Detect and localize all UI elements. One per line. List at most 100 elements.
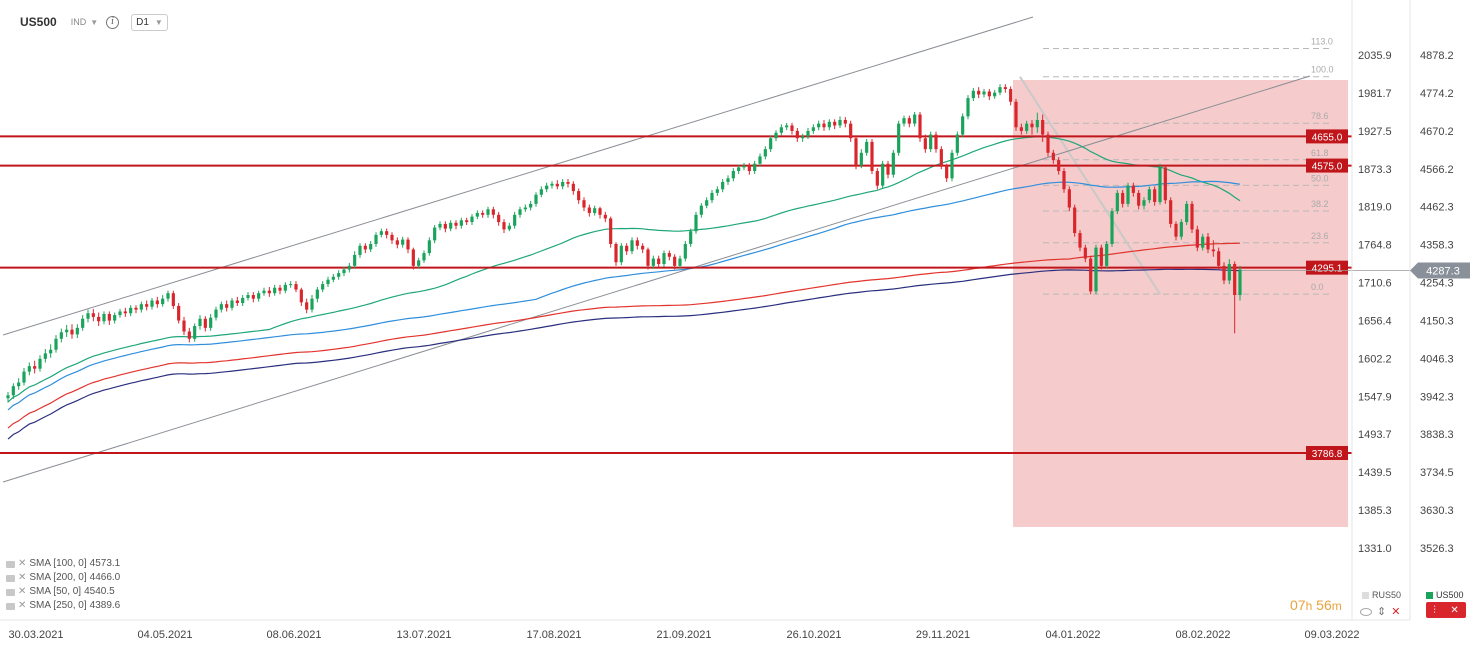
list-icon[interactable]: [6, 602, 15, 610]
candle-body: [897, 123, 901, 153]
candle: [22, 367, 26, 386]
candle: [1126, 182, 1130, 207]
candle: [614, 242, 618, 266]
candle-body: [1041, 119, 1045, 135]
candle: [598, 206, 602, 219]
candle: [998, 84, 1002, 96]
candle-body: [246, 295, 250, 298]
candle-body: [977, 90, 981, 95]
candle-body: [6, 395, 10, 399]
candle-body: [705, 200, 709, 206]
candle: [971, 87, 975, 102]
candle-body: [747, 165, 751, 172]
list-icon[interactable]: [6, 560, 15, 568]
chart-toolbar: US500 IND ▼ i D1 ▼: [0, 10, 168, 34]
price-tick-label: 4046.3: [1420, 353, 1454, 365]
candle: [1067, 186, 1071, 212]
legend-item[interactable]: ✕ SMA [200, 0] 4466.0: [6, 571, 120, 585]
candle-body: [929, 134, 933, 150]
candle: [891, 149, 895, 178]
candle-body: [497, 214, 501, 223]
time-tick-label: 26.10.2021: [786, 629, 841, 641]
price-tick-label: 4254.3: [1420, 278, 1454, 290]
close-icon[interactable]: ✕: [18, 586, 27, 597]
price-tick-label: 4462.3: [1420, 202, 1454, 214]
candle-body: [1147, 189, 1151, 201]
candle: [113, 312, 117, 324]
price-tick-label: 3630.3: [1420, 505, 1454, 517]
close-icon[interactable]: ✕: [18, 558, 27, 569]
candle: [1179, 219, 1183, 240]
candle: [86, 309, 90, 323]
candle-body: [1153, 189, 1157, 203]
candle-body: [710, 192, 714, 201]
candle-body: [1073, 207, 1077, 234]
candle-body: [1201, 236, 1205, 248]
main-instrument[interactable]: US500: [1426, 590, 1464, 600]
info-icon[interactable]: i: [106, 15, 120, 29]
swap-icon[interactable]: ⇕: [1377, 606, 1387, 618]
candle-body: [907, 118, 911, 124]
legend-item[interactable]: ✕ SMA [250, 0] 4389.6: [6, 599, 120, 613]
candle-body: [993, 92, 997, 97]
candle: [1233, 261, 1237, 334]
candle-body: [43, 353, 47, 359]
secondary-tick-label: 1331.0: [1358, 543, 1392, 555]
timeframe-select[interactable]: D1 ▼: [131, 13, 168, 31]
eye-icon[interactable]: [1360, 607, 1372, 616]
candle-body: [65, 329, 69, 333]
candle: [833, 119, 837, 130]
secondary-tick-label: 1873.3: [1358, 164, 1392, 176]
candle: [278, 284, 282, 295]
list-icon[interactable]: [6, 588, 15, 596]
chevron-down-icon[interactable]: ▼: [90, 17, 99, 27]
candle: [145, 300, 149, 311]
legend-item[interactable]: ✕ SMA [50, 0] 4540.5: [6, 585, 120, 599]
candle: [982, 88, 986, 98]
candles-icon[interactable]: ⫶: [1433, 604, 1436, 616]
candle: [481, 210, 485, 218]
candle: [1057, 157, 1061, 175]
candle: [1089, 255, 1093, 295]
legend-item[interactable]: ✕ SMA [100, 0] 4573.1: [6, 557, 120, 571]
candle-body: [662, 253, 666, 265]
candle-body: [737, 167, 741, 172]
candle: [395, 237, 399, 249]
candle-body: [545, 185, 549, 190]
candle: [475, 210, 479, 220]
candle: [854, 135, 858, 170]
chevron-down-icon: ▼: [154, 17, 163, 27]
candle-body: [619, 245, 623, 263]
list-icon[interactable]: [6, 574, 15, 582]
candle: [1222, 262, 1226, 285]
price-tick-label: 4150.3: [1420, 315, 1454, 327]
candle-body: [534, 194, 538, 204]
candle: [411, 247, 415, 270]
candle: [1121, 190, 1125, 208]
candle: [385, 228, 389, 239]
candle-body: [817, 123, 821, 128]
candle: [913, 111, 917, 127]
close-icon[interactable]: ✕: [18, 572, 27, 583]
legend-name: SMA [250, 0]: [29, 600, 87, 611]
time-tick-label: 13.07.2021: [396, 629, 451, 641]
candle-body: [187, 331, 191, 339]
compare-instrument[interactable]: RUS50: [1362, 590, 1401, 600]
close-icon[interactable]: ✕: [1391, 606, 1401, 618]
candle-body: [571, 183, 575, 192]
candle: [81, 315, 85, 331]
close-icon[interactable]: ✕: [1450, 604, 1459, 616]
symbol-label[interactable]: US500: [20, 15, 57, 29]
candle-body: [486, 209, 490, 215]
candle-body: [1035, 119, 1039, 128]
candle: [577, 188, 581, 204]
candle-body: [1217, 251, 1221, 266]
candle: [1019, 123, 1023, 135]
candle: [646, 247, 650, 270]
close-icon[interactable]: ✕: [18, 600, 27, 611]
candle-body: [753, 163, 757, 172]
candle-body: [11, 386, 15, 396]
candle-body: [1062, 171, 1066, 190]
candle: [1003, 84, 1007, 93]
